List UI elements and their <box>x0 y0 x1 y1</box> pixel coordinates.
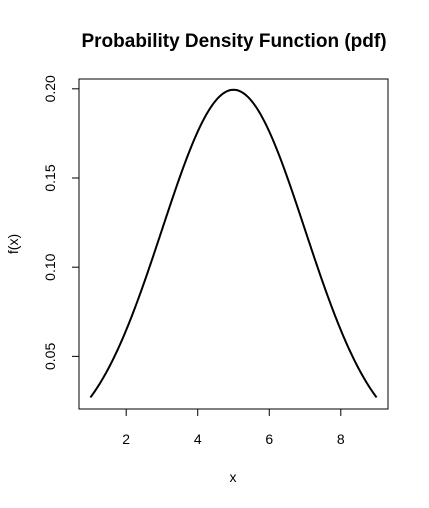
x-tick-label: 2 <box>122 431 130 447</box>
x-tick-label: 6 <box>265 431 273 447</box>
y-axis-label: f(x) <box>5 234 21 254</box>
x-axis: 2 4 6 8 <box>122 409 345 447</box>
pdf-curve <box>89 88 378 399</box>
y-tick-label: 0.10 <box>42 253 58 280</box>
y-tick-label: 0.20 <box>42 75 58 102</box>
x-tick-label: 8 <box>337 431 345 447</box>
chart-title: Probability Density Function (pdf) <box>81 31 386 52</box>
plot-frame <box>78 78 389 410</box>
y-tick-label: 0.05 <box>42 343 58 370</box>
x-axis-label: x <box>230 469 237 485</box>
x-tick-label: 4 <box>194 431 202 447</box>
y-tick-label: 0.15 <box>42 164 58 191</box>
y-axis: 0.05 0.10 0.15 0.20 <box>42 75 79 370</box>
